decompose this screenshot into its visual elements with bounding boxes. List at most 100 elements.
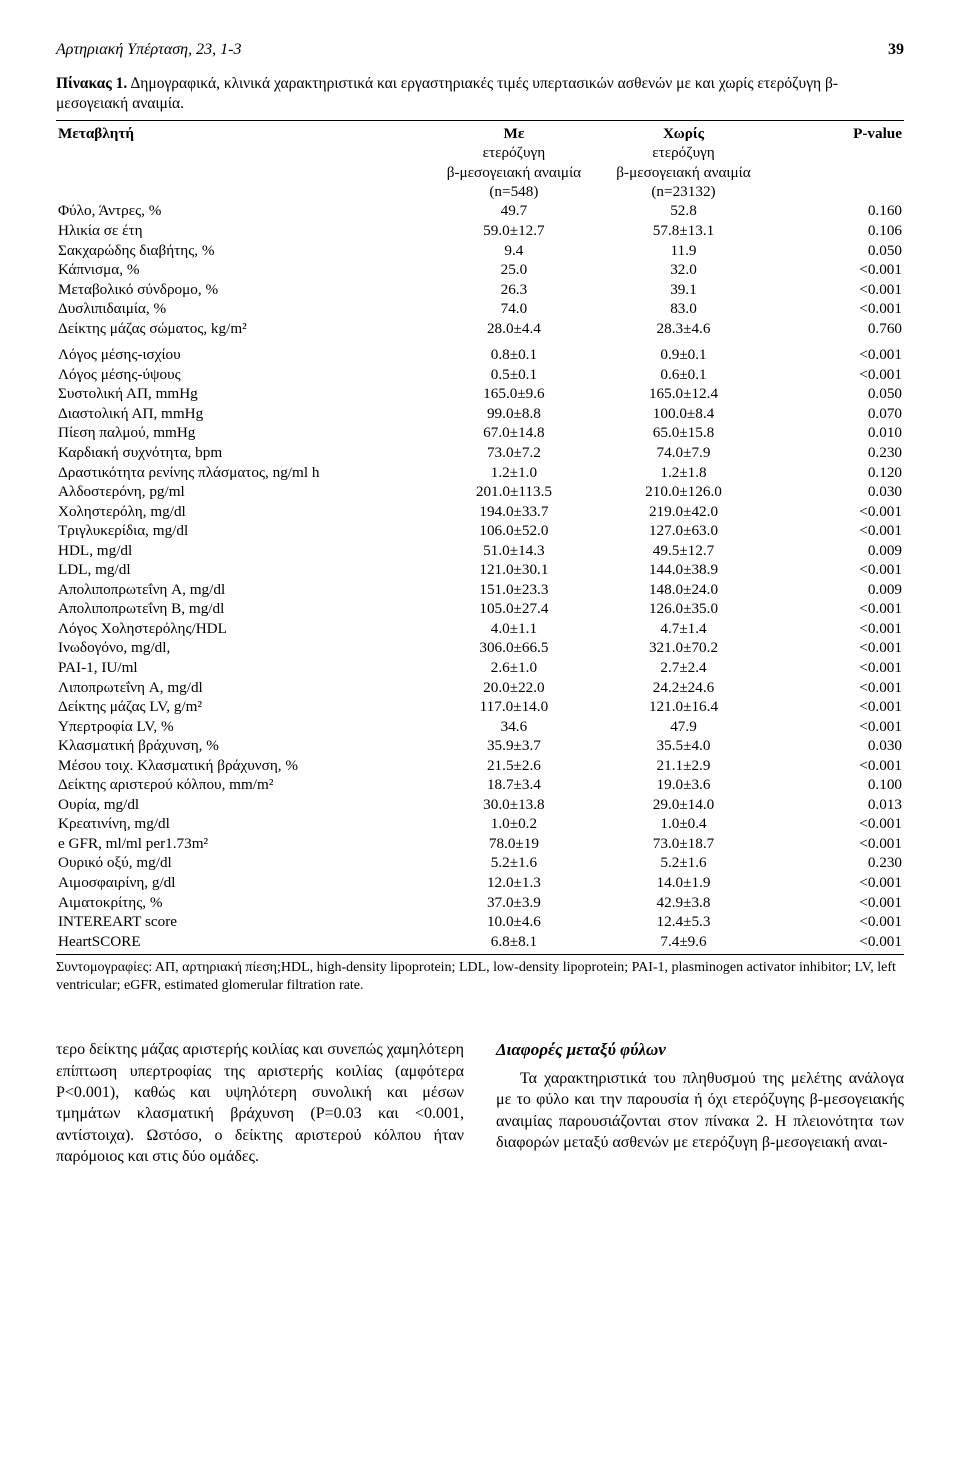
cell-p: <0.001 — [768, 502, 904, 522]
cell-p: 0.009 — [768, 541, 904, 561]
abbreviations: Συντομογραφίες: ΑΠ, αρτηριακή πίεση;HDL,… — [56, 959, 904, 995]
cell-without: 32.0 — [599, 261, 769, 281]
cell-label: Μεταβολικό σύνδρομο, % — [56, 280, 429, 300]
left-paragraph: τερο δείκτης μάζας αριστερής κοιλίας και… — [56, 1039, 464, 1168]
cell-with: 105.0±27.4 — [429, 600, 599, 620]
cell-label: Ηλικία σε έτη — [56, 221, 429, 241]
cell-with: 20.0±22.0 — [429, 678, 599, 698]
table-row: Δραστικότητα ρενίνης πλάσματος, ng/ml h1… — [56, 463, 904, 483]
table-bottom-rule — [56, 954, 904, 955]
cell-p: <0.001 — [768, 261, 904, 281]
cell-without: 126.0±35.0 — [599, 600, 769, 620]
cell-label: Σακχαρώδης διαβήτης, % — [56, 241, 429, 261]
cell-p: 0.106 — [768, 221, 904, 241]
table-row: Δείκτης μάζας LV, g/m²117.0±14.0121.0±16… — [56, 698, 904, 718]
th-variable: Μεταβλητή — [56, 123, 429, 202]
cell-label: Δυσλιπιδαιμία, % — [56, 300, 429, 320]
cell-with: 67.0±14.8 — [429, 424, 599, 444]
cell-without: 121.0±16.4 — [599, 698, 769, 718]
cell-with: 51.0±14.3 — [429, 541, 599, 561]
cell-without: 1.0±0.4 — [599, 815, 769, 835]
caption-text: Δημογραφικά, κλινικά χαρακτηριστικά και … — [56, 75, 838, 112]
cell-without: 12.4±5.3 — [599, 913, 769, 933]
cell-with: 37.0±3.9 — [429, 893, 599, 913]
cell-label: HeartSCORE — [56, 932, 429, 952]
cell-with: 121.0±30.1 — [429, 561, 599, 581]
table-row: Υπερτροφία LV, %34.647.9<0.001 — [56, 717, 904, 737]
cell-with: 0.8±0.1 — [429, 346, 599, 366]
table-head: Μεταβλητή Με ετερόζυγη β-μεσογειακή αναι… — [56, 123, 904, 202]
cell-without: 73.0±18.7 — [599, 834, 769, 854]
cell-p: <0.001 — [768, 346, 904, 366]
cell-label: LDL, mg/dl — [56, 561, 429, 581]
page-number: 39 — [888, 40, 904, 60]
table-row: Ηλικία σε έτη59.0±12.757.8±13.10.106 — [56, 221, 904, 241]
running-header: Αρτηριακή Υπέρταση, 23, 1-3 39 — [56, 40, 904, 60]
cell-p: <0.001 — [768, 300, 904, 320]
table-row: Ουρικό οξύ, mg/dl5.2±1.65.2±1.60.230 — [56, 854, 904, 874]
cell-label: Δείκτης μάζας LV, g/m² — [56, 698, 429, 718]
cell-without: 219.0±42.0 — [599, 502, 769, 522]
cell-p: <0.001 — [768, 659, 904, 679]
cell-with: 165.0±9.6 — [429, 385, 599, 405]
cell-p: 0.160 — [768, 202, 904, 222]
cell-label: Δραστικότητα ρενίνης πλάσματος, ng/ml h — [56, 463, 429, 483]
cell-without: 0.9±0.1 — [599, 346, 769, 366]
cell-without: 21.1±2.9 — [599, 756, 769, 776]
cell-label: Διαστολική ΑΠ, mmHg — [56, 404, 429, 424]
cell-without: 74.0±7.9 — [599, 444, 769, 464]
cell-p: 0.230 — [768, 444, 904, 464]
cell-label: Κρεατινίνη, mg/dl — [56, 815, 429, 835]
cell-p: <0.001 — [768, 893, 904, 913]
cell-label: Λιποπρωτεΐνη A, mg/dl — [56, 678, 429, 698]
cell-label: Μέσου τοιχ. Κλασματική βράχυνση, % — [56, 756, 429, 776]
cell-label: Πίεση παλμού, mmHg — [56, 424, 429, 444]
right-subhead: Διαφορές μεταξύ φύλων — [496, 1039, 904, 1062]
table-row: LDL, mg/dl121.0±30.1144.0±38.9<0.001 — [56, 561, 904, 581]
table-row: Ινωδογόνο, mg/dl,306.0±66.5321.0±70.2<0.… — [56, 639, 904, 659]
cell-label: Αιματοκρίτης, % — [56, 893, 429, 913]
cell-with: 151.0±23.3 — [429, 580, 599, 600]
cell-p: <0.001 — [768, 834, 904, 854]
table-row: Αλδοστερόνη, pg/ml201.0±113.5210.0±126.0… — [56, 483, 904, 503]
table-row: Διαστολική ΑΠ, mmHg99.0±8.8100.0±8.40.07… — [56, 404, 904, 424]
table-row: Δείκτης μάζας σώματος, kg/m²28.0±4.428.3… — [56, 319, 904, 339]
cell-label: e GFR, ml/ml per1.73m² — [56, 834, 429, 854]
cell-label: Χοληστερόλη, mg/dl — [56, 502, 429, 522]
cell-without: 29.0±14.0 — [599, 795, 769, 815]
cell-without: 24.2±24.6 — [599, 678, 769, 698]
table-row: Λόγος Χοληστερόλης/HDL4.0±1.14.7±1.4<0.0… — [56, 619, 904, 639]
cell-without: 127.0±63.0 — [599, 522, 769, 542]
table-row: Απολιποπρωτεΐνη B, mg/dl105.0±27.4126.0±… — [56, 600, 904, 620]
cell-label: Απολιποπρωτεΐνη B, mg/dl — [56, 600, 429, 620]
left-column: τερο δείκτης μάζας αριστερής κοιλίας και… — [56, 1039, 464, 1168]
table-row: HeartSCORE6.8±8.17.4±9.6<0.001 — [56, 932, 904, 952]
cell-label: Ινωδογόνο, mg/dl, — [56, 639, 429, 659]
cell-with: 4.0±1.1 — [429, 619, 599, 639]
cell-p: <0.001 — [768, 913, 904, 933]
cell-without: 39.1 — [599, 280, 769, 300]
cell-label: Φύλο, Άντρες, % — [56, 202, 429, 222]
cell-p: 0.030 — [768, 737, 904, 757]
cell-with: 0.5±0.1 — [429, 365, 599, 385]
cell-without: 57.8±13.1 — [599, 221, 769, 241]
cell-without: 2.7±2.4 — [599, 659, 769, 679]
table-row: Δείκτης αριστερού κόλπου, mm/m²18.7±3.41… — [56, 776, 904, 796]
cell-label: PAI-1, IU/ml — [56, 659, 429, 679]
cell-label: HDL, mg/dl — [56, 541, 429, 561]
cell-label: Αλδοστερόνη, pg/ml — [56, 483, 429, 503]
cell-with: 49.7 — [429, 202, 599, 222]
cell-with: 5.2±1.6 — [429, 854, 599, 874]
table-row: Κλασματική βράχυνση, %35.9±3.735.5±4.00.… — [56, 737, 904, 757]
cell-without: 165.0±12.4 — [599, 385, 769, 405]
table-row: Ουρία, mg/dl30.0±13.829.0±14.00.013 — [56, 795, 904, 815]
cell-with: 6.8±8.1 — [429, 932, 599, 952]
cell-p: 0.010 — [768, 424, 904, 444]
th-without: Χωρίς ετερόζυγη β-μεσογειακή αναιμία (n=… — [599, 123, 769, 202]
cell-p: <0.001 — [768, 678, 904, 698]
table-body-2: Λόγος μέσης-ισχίου0.8±0.10.9±0.1<0.001Λό… — [56, 346, 904, 952]
cell-p: <0.001 — [768, 522, 904, 542]
cell-with: 74.0 — [429, 300, 599, 320]
cell-label: Λόγος μέσης-ύψους — [56, 365, 429, 385]
cell-p: <0.001 — [768, 639, 904, 659]
